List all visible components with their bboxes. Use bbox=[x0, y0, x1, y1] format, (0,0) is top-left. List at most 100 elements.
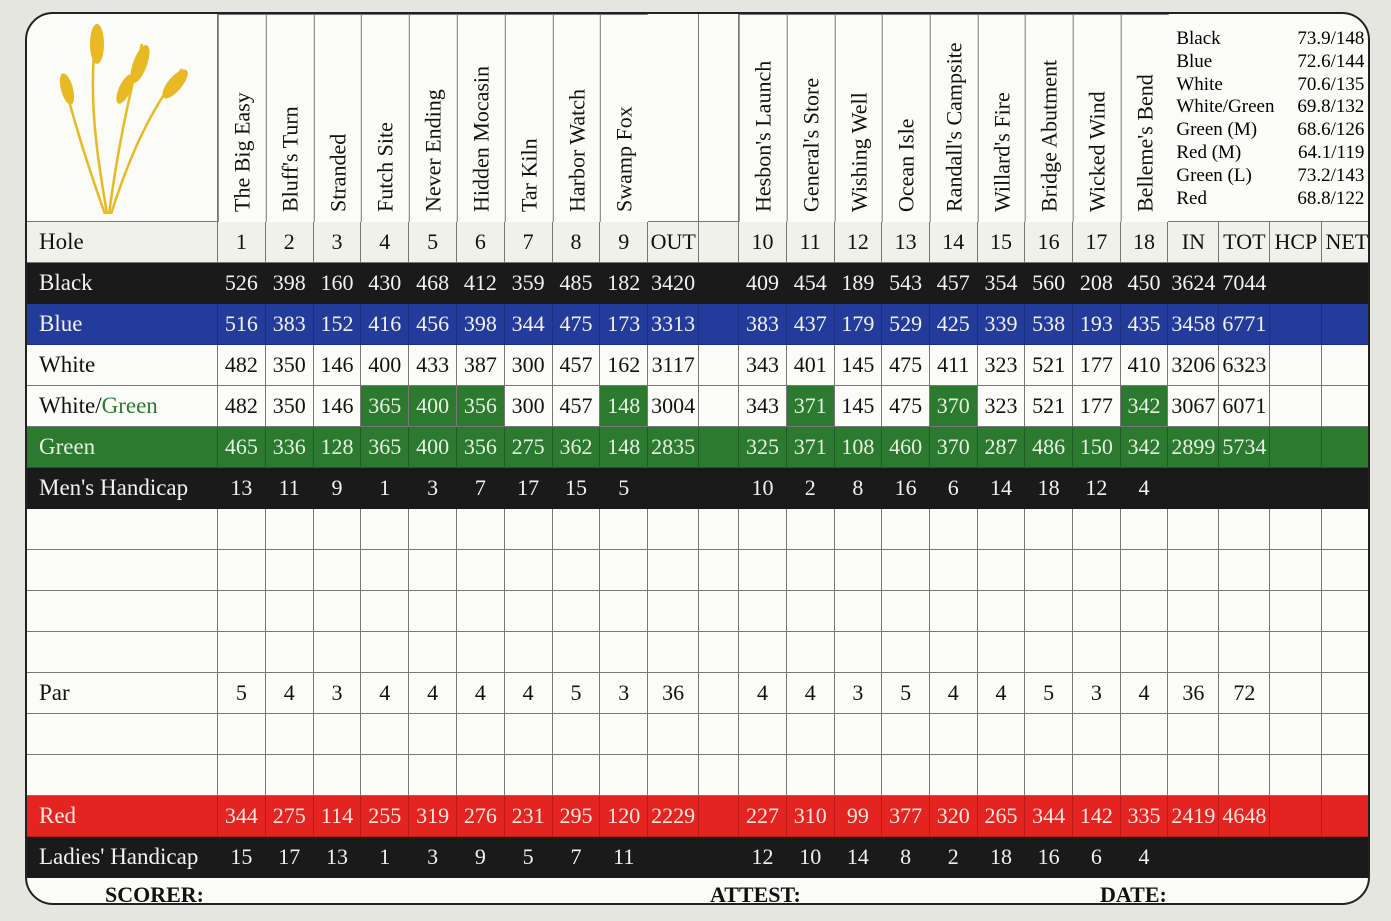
score-cell[interactable] bbox=[218, 632, 266, 673]
score-cell[interactable] bbox=[977, 755, 1026, 796]
net-cell[interactable] bbox=[1322, 673, 1368, 714]
score-cell[interactable] bbox=[739, 755, 787, 796]
player-name-cell[interactable] bbox=[27, 550, 218, 591]
score-cell[interactable] bbox=[265, 550, 314, 591]
score-cell[interactable] bbox=[929, 632, 978, 673]
score-cell[interactable] bbox=[834, 755, 883, 796]
score-cell[interactable] bbox=[1072, 550, 1121, 591]
score-cell[interactable] bbox=[834, 591, 883, 632]
in-score-cell[interactable] bbox=[1168, 714, 1220, 755]
score-cell[interactable] bbox=[552, 755, 601, 796]
score-cell[interactable] bbox=[361, 755, 410, 796]
score-cell[interactable] bbox=[456, 591, 505, 632]
net-cell[interactable] bbox=[1322, 427, 1368, 468]
hcp-cell[interactable] bbox=[1270, 263, 1323, 304]
out-score-cell[interactable] bbox=[648, 591, 700, 632]
score-cell[interactable] bbox=[504, 509, 553, 550]
score-cell[interactable] bbox=[739, 591, 787, 632]
hcp-cell[interactable] bbox=[1270, 755, 1323, 796]
score-cell[interactable] bbox=[1025, 509, 1073, 550]
tot-score-cell[interactable] bbox=[1219, 591, 1271, 632]
net-cell[interactable] bbox=[1322, 550, 1368, 591]
score-cell[interactable] bbox=[977, 591, 1026, 632]
score-cell[interactable] bbox=[929, 755, 978, 796]
score-cell[interactable] bbox=[882, 714, 930, 755]
score-cell[interactable] bbox=[786, 714, 835, 755]
net-cell[interactable] bbox=[1322, 837, 1368, 878]
score-cell[interactable] bbox=[786, 550, 835, 591]
player-name-cell[interactable] bbox=[27, 632, 218, 673]
score-cell[interactable] bbox=[313, 550, 362, 591]
score-cell[interactable] bbox=[361, 591, 410, 632]
hcp-cell[interactable] bbox=[1270, 345, 1323, 386]
score-cell[interactable] bbox=[977, 550, 1026, 591]
score-cell[interactable] bbox=[456, 550, 505, 591]
score-cell[interactable] bbox=[313, 714, 362, 755]
score-cell[interactable] bbox=[1072, 632, 1121, 673]
out-score-cell[interactable] bbox=[648, 632, 700, 673]
score-cell[interactable] bbox=[882, 591, 930, 632]
player-name-cell[interactable] bbox=[27, 755, 218, 796]
score-cell[interactable] bbox=[739, 509, 787, 550]
score-cell[interactable] bbox=[1025, 714, 1073, 755]
in-score-cell[interactable] bbox=[1168, 509, 1220, 550]
score-cell[interactable] bbox=[834, 509, 883, 550]
score-cell[interactable] bbox=[739, 632, 787, 673]
hcp-cell[interactable] bbox=[1270, 550, 1323, 591]
score-cell[interactable] bbox=[1072, 509, 1121, 550]
player-name-cell[interactable] bbox=[27, 509, 218, 550]
score-cell[interactable] bbox=[361, 714, 410, 755]
in-score-cell[interactable] bbox=[1168, 550, 1220, 591]
score-cell[interactable] bbox=[1025, 755, 1073, 796]
score-cell[interactable] bbox=[265, 755, 314, 796]
hcp-cell[interactable] bbox=[1270, 591, 1323, 632]
score-cell[interactable] bbox=[456, 509, 505, 550]
net-cell[interactable] bbox=[1322, 591, 1368, 632]
in-score-cell[interactable] bbox=[1168, 632, 1220, 673]
score-cell[interactable] bbox=[600, 632, 649, 673]
score-cell[interactable] bbox=[882, 550, 930, 591]
hcp-cell[interactable] bbox=[1270, 632, 1323, 673]
score-cell[interactable] bbox=[600, 591, 649, 632]
tot-score-cell[interactable] bbox=[1219, 632, 1271, 673]
score-cell[interactable] bbox=[409, 714, 457, 755]
score-cell[interactable] bbox=[409, 550, 457, 591]
score-cell[interactable] bbox=[409, 591, 457, 632]
score-cell[interactable] bbox=[1025, 550, 1073, 591]
score-cell[interactable] bbox=[218, 714, 266, 755]
net-cell[interactable] bbox=[1322, 714, 1368, 755]
tot-score-cell[interactable] bbox=[1219, 550, 1271, 591]
hcp-cell[interactable] bbox=[1270, 509, 1323, 550]
score-cell[interactable] bbox=[218, 509, 266, 550]
score-cell[interactable] bbox=[786, 632, 835, 673]
score-cell[interactable] bbox=[977, 714, 1026, 755]
score-cell[interactable] bbox=[1120, 591, 1169, 632]
score-cell[interactable] bbox=[600, 714, 649, 755]
score-cell[interactable] bbox=[552, 509, 601, 550]
in-score-cell[interactable] bbox=[1168, 591, 1220, 632]
score-cell[interactable] bbox=[456, 714, 505, 755]
net-cell[interactable] bbox=[1322, 304, 1368, 345]
score-cell[interactable] bbox=[361, 632, 410, 673]
score-cell[interactable] bbox=[1120, 755, 1169, 796]
out-score-cell[interactable] bbox=[648, 550, 700, 591]
score-cell[interactable] bbox=[834, 714, 883, 755]
tot-score-cell[interactable] bbox=[1219, 509, 1271, 550]
score-cell[interactable] bbox=[882, 509, 930, 550]
score-cell[interactable] bbox=[313, 632, 362, 673]
score-cell[interactable] bbox=[552, 714, 601, 755]
player-name-cell[interactable] bbox=[27, 714, 218, 755]
net-cell[interactable] bbox=[1322, 796, 1368, 837]
hcp-cell[interactable] bbox=[1270, 386, 1323, 427]
score-cell[interactable] bbox=[313, 591, 362, 632]
score-cell[interactable] bbox=[882, 755, 930, 796]
score-cell[interactable] bbox=[1072, 591, 1121, 632]
score-cell[interactable] bbox=[456, 632, 505, 673]
out-score-cell[interactable] bbox=[648, 755, 700, 796]
net-cell[interactable] bbox=[1322, 263, 1368, 304]
net-cell[interactable] bbox=[1322, 509, 1368, 550]
hcp-cell[interactable] bbox=[1270, 304, 1323, 345]
score-cell[interactable] bbox=[786, 755, 835, 796]
score-cell[interactable] bbox=[929, 714, 978, 755]
score-cell[interactable] bbox=[313, 509, 362, 550]
